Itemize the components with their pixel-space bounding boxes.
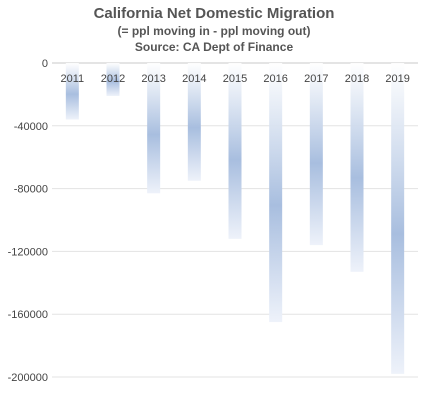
x-tick-label-2012: 2012 (101, 73, 125, 85)
chart-subtitle-formula: (= ppl moving in - ppl moving out) (117, 24, 311, 38)
y-axis-tick-labels: 0 -40000 -80000 -120000 -160000 -200000 (8, 58, 48, 384)
bar-2015 (228, 63, 242, 239)
x-tick-label-2017: 2017 (304, 73, 328, 85)
x-tick-label-2013: 2013 (141, 73, 165, 85)
bar-2014 (187, 63, 201, 181)
y-tick-label: -200000 (8, 372, 48, 384)
y-tick-label: -80000 (14, 184, 48, 196)
chart-title-block: California Net Domestic Migration (= ppl… (0, 4, 428, 55)
chart-title: California Net Domestic Migration (93, 5, 335, 22)
bar-2016 (269, 63, 283, 323)
x-tick-label-2011: 2011 (61, 73, 85, 85)
x-tick-label-2014: 2014 (182, 73, 206, 85)
y-tick-label: -40000 (14, 121, 48, 133)
x-axis-tick-labels: 2011 2012 2013 2014 2015 2016 2017 2018 2019 (61, 73, 410, 85)
x-tick-label-2018: 2018 (345, 73, 369, 85)
y-tick-label: -120000 (8, 246, 48, 258)
bar-2012 (106, 63, 120, 96)
bar-2018 (350, 63, 364, 272)
y-tick-label: -160000 (8, 309, 48, 321)
bars (65, 63, 405, 374)
x-tick-label-2015: 2015 (223, 73, 247, 85)
bar-2019 (391, 63, 405, 374)
x-tick-label-2016: 2016 (263, 73, 287, 85)
bar-2013 (147, 63, 161, 194)
x-tick-label-2019: 2019 (385, 73, 409, 85)
chart-subtitle-source: Source: CA Dept of Finance (134, 40, 294, 54)
bar-2017 (309, 63, 323, 246)
bar-2011 (65, 63, 79, 120)
y-tick-label: 0 (42, 58, 48, 70)
